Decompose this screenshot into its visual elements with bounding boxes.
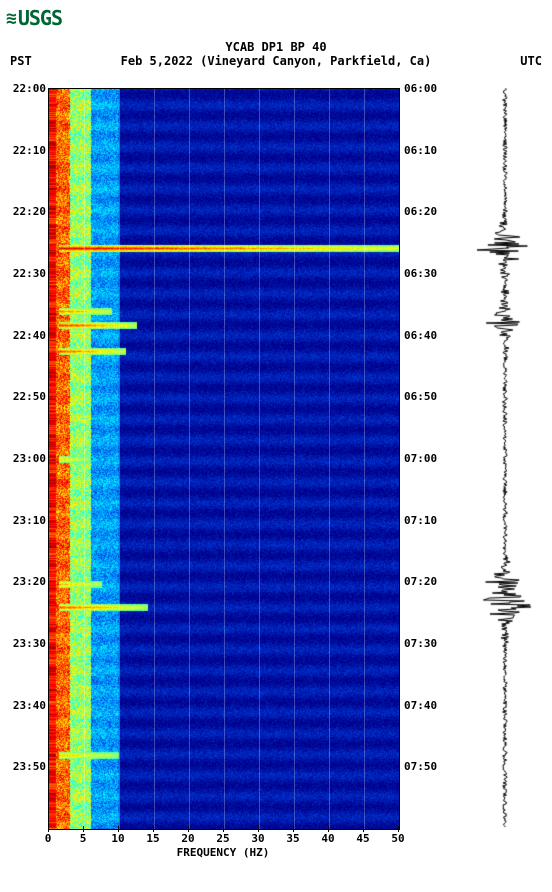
grid-line [294, 89, 295, 829]
chart-title: YCAB DP1 BP 40 [0, 40, 552, 54]
y-tick-right: 06:10 [404, 144, 437, 157]
y-tick-left: 22:50 [2, 390, 46, 403]
y-tick-right: 07:00 [404, 452, 437, 465]
grid-line [224, 89, 225, 829]
spectrogram-plot [48, 88, 400, 830]
x-tick-mark [258, 826, 259, 832]
y-tick-left: 23:40 [2, 699, 46, 712]
y-tick-left: 23:50 [2, 760, 46, 773]
x-tick: 5 [80, 832, 87, 845]
x-tick: 50 [391, 832, 404, 845]
y-tick-right: 06:30 [404, 267, 437, 280]
waveform-canvas [465, 88, 545, 828]
x-tick-mark [328, 826, 329, 832]
y-tick-right: 06:00 [404, 82, 437, 95]
logo-text: USGS [18, 6, 62, 30]
x-tick: 10 [111, 832, 124, 845]
x-tick-mark [153, 826, 154, 832]
usgs-logo: ≋ USGS [6, 6, 62, 30]
x-tick: 0 [45, 832, 52, 845]
x-tick: 20 [181, 832, 194, 845]
x-axis-label: FREQUENCY (HZ) [48, 846, 398, 859]
x-tick-mark [293, 826, 294, 832]
y-tick-right: 07:30 [404, 637, 437, 650]
x-tick: 15 [146, 832, 159, 845]
y-tick-left: 23:20 [2, 575, 46, 588]
y-tick-right: 07:50 [404, 760, 437, 773]
grid-line [259, 89, 260, 829]
waveform-plot [465, 88, 545, 828]
logo-swoosh-icon: ≋ [6, 8, 16, 29]
subtitle-center: Feb 5,2022 (Vineyard Canyon, Parkfield, … [121, 54, 432, 68]
y-tick-left: 23:10 [2, 514, 46, 527]
chart-subtitle: PST Feb 5,2022 (Vineyard Canyon, Parkfie… [10, 54, 542, 68]
y-tick-right: 06:50 [404, 390, 437, 403]
y-tick-left: 23:00 [2, 452, 46, 465]
y-tick-right: 06:40 [404, 329, 437, 342]
x-tick-mark [188, 826, 189, 832]
x-tick-mark [398, 826, 399, 832]
y-tick-left: 23:30 [2, 637, 46, 650]
x-tick-mark [118, 826, 119, 832]
timezone-right: UTC [520, 54, 542, 68]
x-tick: 45 [356, 832, 369, 845]
grid-line [189, 89, 190, 829]
y-tick-left: 22:10 [2, 144, 46, 157]
y-tick-right: 07:40 [404, 699, 437, 712]
y-tick-right: 07:20 [404, 575, 437, 588]
grid-line [329, 89, 330, 829]
y-tick-left: 22:30 [2, 267, 46, 280]
y-tick-left: 22:40 [2, 329, 46, 342]
y-tick-right: 06:20 [404, 205, 437, 218]
x-tick: 40 [321, 832, 334, 845]
x-tick: 35 [286, 832, 299, 845]
x-tick: 30 [251, 832, 264, 845]
y-tick-left: 22:20 [2, 205, 46, 218]
grid-line [364, 89, 365, 829]
x-tick-mark [48, 826, 49, 832]
y-tick-left: 22:00 [2, 82, 46, 95]
grid-line [119, 89, 120, 829]
x-tick: 25 [216, 832, 229, 845]
grid-line [154, 89, 155, 829]
x-tick-mark [363, 826, 364, 832]
grid-line [84, 89, 85, 829]
timezone-left: PST [10, 54, 32, 68]
x-tick-mark [223, 826, 224, 832]
x-tick-mark [83, 826, 84, 832]
y-tick-right: 07:10 [404, 514, 437, 527]
